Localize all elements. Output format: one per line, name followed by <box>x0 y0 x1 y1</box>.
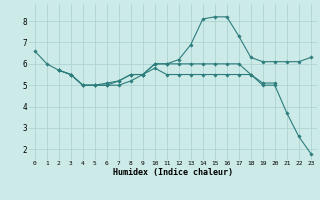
X-axis label: Humidex (Indice chaleur): Humidex (Indice chaleur) <box>113 168 233 177</box>
